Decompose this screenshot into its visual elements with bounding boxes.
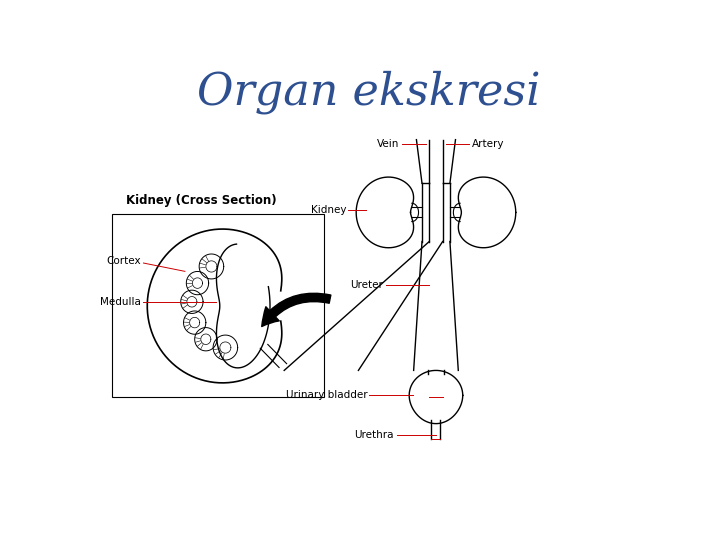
Bar [112,214,324,397]
Text: Kidney (Cross Section): Kidney (Cross Section) [126,194,276,207]
Text: Urethra: Urethra [355,430,394,440]
Text: Ureter: Ureter [350,280,383,290]
FancyArrowPatch shape [262,293,331,327]
Text: Urinary bladder: Urinary bladder [286,390,368,400]
Text: Cortex: Cortex [107,256,141,267]
Text: Artery: Artery [472,139,505,149]
Text: Medulla: Medulla [100,297,141,307]
Text: Vein: Vein [377,139,400,149]
Text: Kidney: Kidney [311,205,346,215]
Text: Organ ekskresi: Organ ekskresi [197,70,541,113]
